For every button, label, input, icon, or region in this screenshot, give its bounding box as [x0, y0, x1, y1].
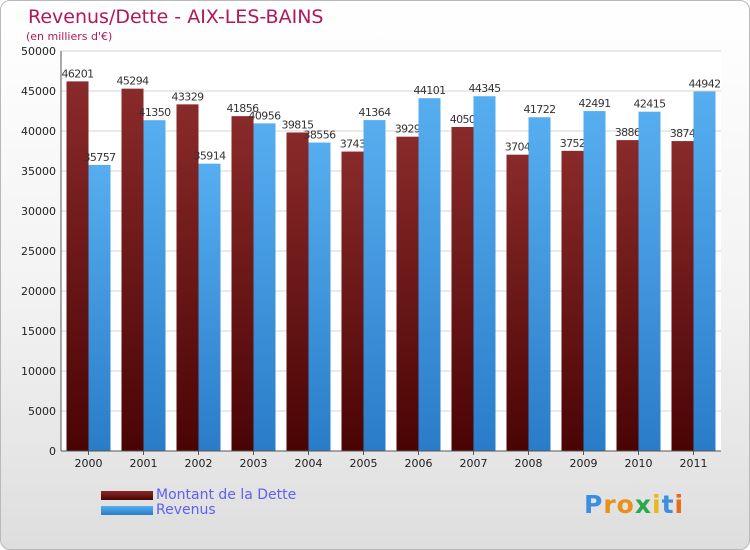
bar-dette	[616, 140, 639, 451]
x-tick-label: 2001	[130, 457, 158, 470]
bar-dette	[121, 88, 144, 451]
data-label: 42491	[579, 97, 611, 110]
data-label: 46201	[62, 67, 94, 80]
bar-dette	[506, 154, 529, 451]
data-label: 35914	[194, 150, 227, 163]
y-tick-label: 45000	[21, 85, 56, 98]
logo-letter: t	[661, 490, 675, 519]
data-label: 3874	[670, 127, 696, 140]
data-label: 41364	[359, 106, 392, 119]
logo-letter: r	[603, 490, 617, 519]
logo-letter: P	[584, 490, 604, 519]
logo-letter: i	[674, 490, 685, 519]
legend-label-revenus: Revenus	[156, 502, 216, 518]
data-label: 38556	[304, 129, 337, 142]
data-label: 43329	[172, 90, 205, 103]
bar-revenus	[583, 111, 606, 452]
bar-revenus	[143, 120, 166, 451]
legend-label-debt: Montant de la Dette	[156, 487, 297, 503]
x-tick-label: 2000	[75, 457, 103, 470]
data-label: 44942	[689, 77, 721, 90]
data-label: 39815	[282, 118, 315, 131]
x-tick-label: 2005	[350, 457, 378, 470]
bar-dette	[286, 132, 309, 452]
x-tick-label: 2011	[680, 457, 708, 470]
bar-revenus	[253, 123, 276, 452]
y-tick-label: 20000	[21, 285, 56, 298]
bar-dette	[561, 150, 584, 451]
data-label: 35757	[84, 151, 117, 164]
y-tick-label: 35000	[21, 165, 56, 178]
x-tick-label: 2007	[460, 457, 488, 470]
proxiti-logo: Proxiti	[584, 490, 684, 519]
y-tick-label: 15000	[21, 325, 56, 338]
y-tick-label: 5000	[28, 405, 56, 418]
x-tick-label: 2010	[625, 457, 653, 470]
data-label: 45294	[117, 75, 150, 88]
y-tick-label: 25000	[21, 245, 56, 258]
bar-revenus	[638, 111, 661, 452]
data-label: 44345	[469, 82, 502, 95]
legend-item-debt: Montant de la Dette	[101, 487, 297, 503]
data-label: 3886	[615, 126, 641, 139]
legend-swatch-debt	[101, 490, 153, 500]
x-tick-label: 2004	[295, 457, 323, 470]
bar-dette	[176, 104, 199, 452]
bar-dette	[231, 116, 254, 451]
y-tick-label: 0	[49, 445, 56, 458]
data-label: 3743	[340, 138, 366, 151]
data-label: 40956	[249, 109, 282, 122]
data-label: 41856	[227, 102, 260, 115]
data-label: 41350	[139, 106, 172, 119]
y-tick-label: 40000	[21, 125, 56, 138]
y-tick-label: 30000	[21, 205, 56, 218]
logo-letter: i	[652, 490, 662, 519]
bar-revenus	[528, 117, 551, 451]
bar-revenus	[88, 164, 111, 451]
logo-letter: o	[616, 490, 635, 519]
y-tick-label: 10000	[21, 365, 56, 378]
data-label: 3929	[395, 123, 421, 136]
chart-title: Revenus/Dette - AIX-LES-BAINS	[28, 6, 324, 28]
bar-dette	[396, 136, 419, 451]
legend-item-revenus: Revenus	[101, 502, 216, 518]
bar-dette	[671, 141, 694, 451]
data-label: 3752	[560, 137, 586, 150]
bar-revenus	[693, 91, 716, 452]
data-label: 42415	[634, 98, 667, 111]
data-label: 44101	[414, 84, 446, 97]
bar-revenus	[473, 96, 496, 452]
x-tick-label: 2008	[515, 457, 543, 470]
logo-letter: x	[634, 490, 652, 519]
data-label: 4050	[450, 113, 476, 126]
bar-dette	[341, 151, 364, 451]
y-tick-label: 50000	[21, 45, 56, 58]
bar-revenus	[308, 142, 331, 451]
legend-swatch-revenus	[101, 505, 153, 515]
bar-revenus	[363, 120, 386, 451]
bar-dette	[451, 127, 474, 451]
data-label: 3704	[505, 141, 531, 154]
x-tick-label: 2006	[405, 457, 433, 470]
bar-revenus	[198, 163, 221, 452]
bar-dette	[66, 81, 89, 451]
data-label: 41722	[524, 103, 556, 116]
bar-revenus	[418, 98, 441, 451]
chart-subtitle: (en milliers d'€)	[26, 30, 113, 43]
x-tick-label: 2002	[185, 457, 213, 470]
x-tick-label: 2009	[570, 457, 598, 470]
x-tick-label: 2003	[240, 457, 268, 470]
